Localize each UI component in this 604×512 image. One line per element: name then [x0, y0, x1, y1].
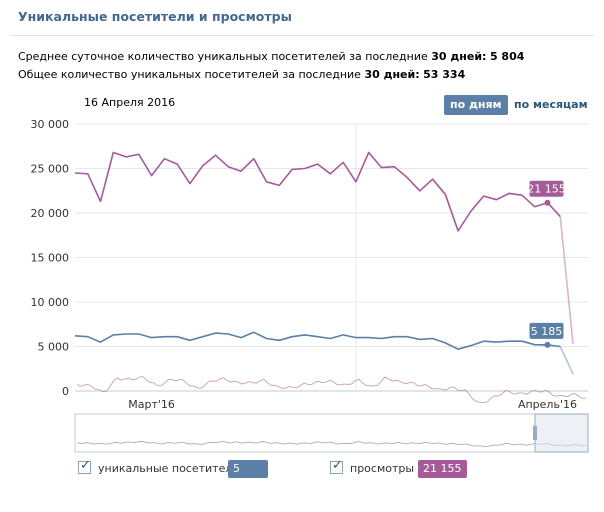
series-line-0 [74, 151, 561, 232]
chart-series [74, 151, 574, 375]
legend-visitors-value: 5 185 [228, 460, 268, 493]
y-tick-label: 20 000 [31, 207, 70, 220]
callout-box-0 [529, 180, 564, 197]
chart-callouts: 21 155 5 185 [527, 180, 566, 348]
callout-box-1 [529, 322, 564, 339]
x-tick-label: Апрель'16 [518, 398, 577, 411]
legend-views-label: просмотры [350, 462, 415, 475]
legend-visitors[interactable]: уникальные посетители 5 185 [78, 458, 268, 493]
range-navigator[interactable] [74, 376, 589, 453]
hovered-date-label: 16 Апреля 2016 [84, 96, 176, 109]
series-tail-0 [559, 216, 574, 344]
navigator-visitors-line [76, 440, 587, 448]
tab-by-days[interactable]: по дням [444, 95, 508, 115]
y-tick-label: 0 [62, 385, 69, 398]
series-line-1 [74, 331, 561, 351]
daily-average-stat: Среднее суточное количество уникальных п… [18, 50, 524, 63]
series-point-0 [544, 199, 551, 206]
y-tick-label: 30 000 [31, 118, 70, 131]
y-axis-labels: 0 5 000 10 000 15 000 20 000 25 000 30 000 [31, 118, 70, 398]
navigator-selection [534, 413, 589, 453]
callout-label-1: 5 185 [531, 325, 563, 338]
views-checkbox[interactable] [330, 458, 343, 474]
legend-views-value: 21 155 [418, 460, 467, 478]
daily-average-prefix: Среднее суточное количество уникальных п… [18, 50, 432, 63]
daily-average-days: 30 дней: [431, 50, 487, 63]
series-tail-1 [559, 346, 574, 375]
total-visitors-stat: Общее количество уникальных посетителей … [18, 68, 465, 81]
x-axis-labels: Март'16 Апрель'16 [128, 398, 577, 411]
visitors-checkbox[interactable] [78, 458, 91, 474]
chart-grid [75, 123, 588, 392]
total-visitors-days: 30 дней: [364, 68, 420, 81]
y-tick-label: 25 000 [31, 163, 70, 176]
x-tick-label: Март'16 [128, 398, 175, 411]
navigator-frame [74, 413, 589, 453]
daily-average-value: 5 804 [489, 50, 525, 63]
navigator-handle[interactable] [533, 426, 537, 440]
series-point-1 [544, 341, 551, 348]
legend-views[interactable]: просмотры 21 155 [330, 458, 470, 480]
total-visitors-prefix: Общее количество уникальных посетителей … [18, 68, 365, 81]
y-tick-label: 5 000 [38, 341, 70, 354]
tab-by-months[interactable]: по месяцам [514, 98, 588, 111]
total-visitors-value: 53 334 [423, 68, 466, 81]
y-tick-label: 10 000 [31, 296, 70, 309]
panel-title: Уникальные посетители и просмотры [10, 0, 594, 36]
navigator-views-line [76, 376, 587, 404]
callout-label-0: 21 155 [527, 183, 566, 196]
y-tick-label: 15 000 [31, 252, 70, 265]
legend-visitors-label: уникальные посетители [98, 462, 240, 475]
